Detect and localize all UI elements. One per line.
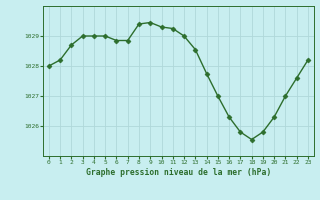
X-axis label: Graphe pression niveau de la mer (hPa): Graphe pression niveau de la mer (hPa) (86, 168, 271, 177)
